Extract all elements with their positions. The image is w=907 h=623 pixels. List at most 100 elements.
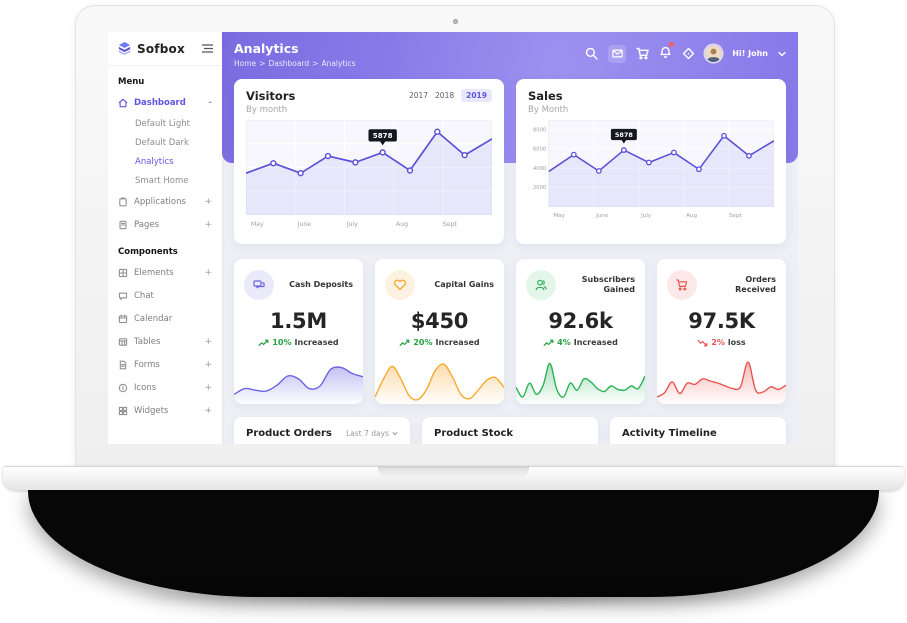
sales-title: Sales bbox=[528, 89, 563, 103]
cash-deposits-card: Cash Deposits 1.5M 10% Increased bbox=[234, 259, 363, 404]
page-title: Analytics bbox=[234, 41, 299, 56]
sidebar-item-dashboard[interactable]: Dashboard - bbox=[108, 91, 222, 114]
stat-value: $450 bbox=[410, 309, 469, 333]
visitors-title: Visitors bbox=[246, 89, 296, 103]
subscribers-gained-card: Subscribers Gained 92.6k 4% Increased bbox=[516, 259, 645, 404]
sidebar-item-icons[interactable]: Icons + bbox=[108, 376, 222, 399]
sidebar-item-calendar[interactable]: Calendar bbox=[108, 307, 222, 330]
sidebar-item-analytics[interactable]: Analytics bbox=[135, 156, 174, 167]
trend-up-icon bbox=[543, 339, 554, 346]
subscribers-sparkline bbox=[516, 356, 645, 404]
chevron-down-icon[interactable] bbox=[778, 50, 786, 58]
sofbox-logo-icon bbox=[118, 41, 131, 55]
mail-icon bbox=[612, 49, 623, 58]
stat-change-label: loss bbox=[727, 338, 746, 347]
svg-text:June: June bbox=[595, 213, 609, 219]
year-2018-button[interactable]: 2018 bbox=[435, 91, 455, 100]
expand-indicator: + bbox=[204, 196, 212, 207]
capital-gains-card: Capital Gains $450 20% Increased bbox=[375, 259, 504, 404]
stat-title: Subscribers Gained bbox=[581, 275, 635, 294]
stat-icon-circle bbox=[385, 270, 415, 300]
product-orders-card: Product Orders Last 7 days bbox=[234, 417, 410, 444]
product-stock-card: Product Stock bbox=[422, 417, 598, 444]
user-icon bbox=[535, 279, 547, 291]
dashboard-app: Sofbox Menu Dashboard - Default Light De… bbox=[108, 32, 798, 444]
sidebar-item-pages[interactable]: Pages + bbox=[108, 213, 222, 236]
bottom-row: Product Orders Last 7 days Product Stock bbox=[234, 417, 786, 444]
stat-icon-circle bbox=[526, 270, 556, 300]
year-2017-button[interactable]: 2017 bbox=[408, 91, 429, 100]
sidebar-toggle-icon[interactable] bbox=[202, 44, 213, 53]
info-circle-icon bbox=[118, 383, 128, 392]
sales-subtitle: By Month bbox=[528, 105, 569, 115]
grid-icon bbox=[118, 268, 128, 277]
stat-change-label: Increased bbox=[573, 338, 618, 347]
content: Visitors By month 2017 2018 2019 5878 May… bbox=[222, 79, 798, 444]
sidebar-item-default-light[interactable]: Default Light bbox=[135, 118, 190, 129]
chat-icon bbox=[118, 292, 128, 300]
chevron-down-icon bbox=[392, 431, 398, 436]
topbar: Analytics Home > Dashboard > Analytics bbox=[222, 32, 798, 68]
user-greeting[interactable]: Hi! John bbox=[732, 49, 768, 58]
svg-text:5878: 5878 bbox=[615, 131, 634, 139]
cart-icon[interactable] bbox=[636, 47, 649, 60]
home-icon bbox=[118, 98, 128, 107]
svg-text:Aug: Aug bbox=[686, 213, 697, 219]
sidebar-item-smart-home[interactable]: Smart Home bbox=[135, 175, 189, 186]
stat-title: Cash Deposits bbox=[289, 280, 353, 289]
sidebar-item-elements[interactable]: Elements + bbox=[108, 261, 222, 284]
year-2019-button[interactable]: 2019 bbox=[461, 89, 492, 102]
visitors-subtitle: By month bbox=[246, 105, 288, 115]
sidebar-item-tables[interactable]: Tables + bbox=[108, 330, 222, 353]
expand-indicator: + bbox=[204, 405, 212, 416]
stat-percent: 2% bbox=[711, 338, 725, 347]
logo-text: Sofbox bbox=[137, 41, 185, 56]
breadcrumb-home[interactable]: Home bbox=[234, 59, 257, 68]
sidebar: Sofbox Menu Dashboard - Default Light De… bbox=[108, 32, 222, 444]
svg-text:5878: 5878 bbox=[373, 131, 393, 140]
stat-title: Orders Received bbox=[735, 275, 776, 294]
logo-row: Sofbox bbox=[108, 32, 222, 66]
product-orders-title: Product Orders bbox=[246, 428, 332, 439]
svg-text:May: May bbox=[251, 221, 264, 228]
trend-up-icon bbox=[399, 339, 410, 346]
chat-bubbles-icon bbox=[253, 280, 265, 289]
file-text-icon bbox=[119, 360, 127, 369]
cash-deposits-sparkline bbox=[234, 356, 363, 404]
svg-text:Sept: Sept bbox=[729, 213, 743, 219]
sales-line-chart: 8000 6000 4000 2000 5878 May June July Aug Sept bbox=[533, 120, 774, 219]
laptop-underside bbox=[28, 487, 879, 597]
mail-button[interactable] bbox=[608, 44, 627, 63]
heart-icon bbox=[393, 279, 407, 291]
main-area: Analytics Home > Dashboard > Analytics bbox=[222, 32, 798, 444]
visitors-line-chart: 5878 May June July Aug Sept bbox=[246, 120, 492, 228]
laptop-base-notch bbox=[378, 466, 529, 478]
breadcrumb-dashboard[interactable]: Dashboard bbox=[268, 59, 310, 68]
svg-text:July: July bbox=[346, 221, 358, 228]
date-range-select[interactable]: Last 7 days bbox=[346, 429, 398, 438]
stat-value: 1.5M bbox=[270, 309, 327, 333]
page-heading: Analytics Home > Dashboard > Analytics bbox=[234, 41, 356, 68]
expand-indicator: + bbox=[204, 267, 212, 278]
stat-icon-circle bbox=[244, 270, 274, 300]
svg-text:6000: 6000 bbox=[533, 147, 546, 153]
search-icon[interactable] bbox=[585, 47, 598, 60]
notifications-button[interactable] bbox=[659, 42, 675, 63]
table-icon bbox=[118, 337, 128, 346]
fullscreen-icon[interactable] bbox=[682, 47, 695, 60]
svg-text:2000: 2000 bbox=[533, 185, 546, 191]
sidebar-item-applications[interactable]: Applications + bbox=[108, 190, 222, 213]
stat-title: Capital Gains bbox=[434, 280, 494, 289]
avatar-photo bbox=[705, 45, 723, 62]
activity-timeline-title: Activity Timeline bbox=[622, 428, 717, 439]
sidebar-item-forms[interactable]: Forms + bbox=[108, 353, 222, 376]
sidebar-item-chat[interactable]: Chat bbox=[108, 284, 222, 307]
sidebar-item-widgets[interactable]: Widgets + bbox=[108, 399, 222, 422]
product-stock-title: Product Stock bbox=[434, 428, 514, 439]
svg-text:Sept: Sept bbox=[443, 221, 458, 228]
avatar[interactable] bbox=[705, 45, 723, 62]
svg-text:8000: 8000 bbox=[533, 127, 546, 133]
breadcrumb: Home > Dashboard > Analytics bbox=[234, 59, 356, 68]
sidebar-item-default-dark[interactable]: Default Dark bbox=[135, 137, 189, 148]
menu-section-label: Menu bbox=[118, 77, 145, 87]
